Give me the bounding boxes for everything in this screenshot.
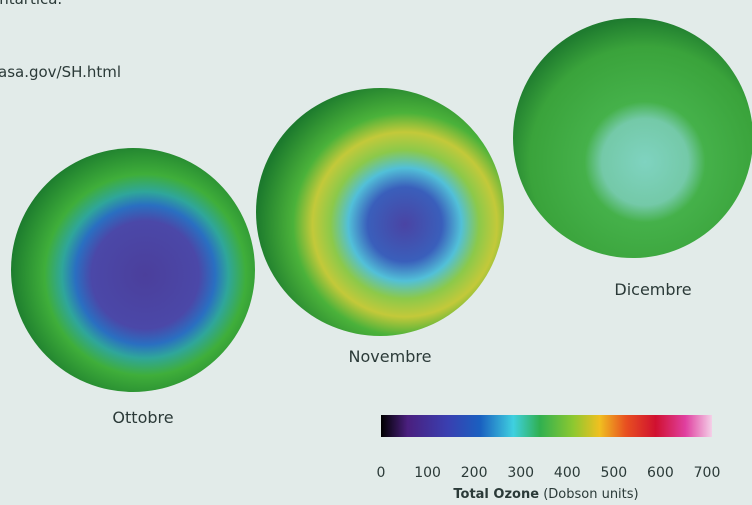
colorbar-title-main: Total Ozone xyxy=(453,487,539,502)
map-label: Ottobre xyxy=(112,408,173,427)
colorbar-title: Total Ozone (Dobson units) xyxy=(453,487,638,502)
map-label: Dicembre xyxy=(614,280,691,299)
colorbar-tick-label: 200 xyxy=(461,465,488,481)
map-october xyxy=(11,148,255,392)
colorbar-unit: (Dobson units) xyxy=(543,487,638,502)
map-december xyxy=(513,18,752,258)
colorbar-tick-label: 400 xyxy=(554,465,581,481)
colorbar-ticks: 0 100 200 300 400 500 600 700 xyxy=(377,465,721,481)
colorbar-tick-label: 100 xyxy=(414,465,441,481)
colorbar-tick-label: 300 xyxy=(507,465,534,481)
map-november xyxy=(256,88,504,336)
colorbar-tick-label: 500 xyxy=(600,465,627,481)
colorbar-tick-label: 0 xyxy=(377,465,386,481)
colorbar-tick-label: 600 xyxy=(647,465,674,481)
map-label: Novembre xyxy=(349,347,432,366)
source-url: asa.gov/SH.html xyxy=(0,63,121,81)
colorbar-tick-label: 700 xyxy=(694,465,721,481)
caption-tail: antartica. xyxy=(0,0,62,8)
colorbar xyxy=(381,415,712,437)
